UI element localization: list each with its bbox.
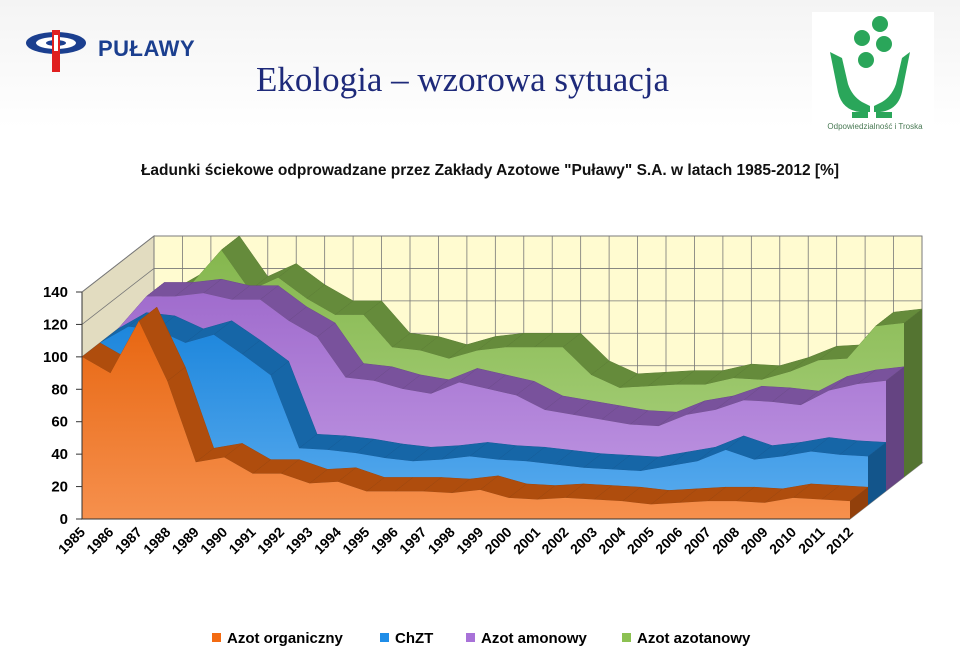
x-tick-label: 2005 — [624, 524, 657, 557]
y-tick-label: 40 — [51, 446, 68, 463]
legend: Azot organiczny ChZT Azot amonowy Azot azot… — [212, 630, 751, 647]
x-tick-label: 1995 — [339, 524, 372, 557]
x-tick-label: 1996 — [368, 524, 401, 557]
x-tick-label: 1998 — [425, 524, 458, 557]
chart: Ładunki ściekowe odprowadzane przez Zakł… — [43, 162, 924, 647]
x-tick-label: 2011 — [795, 524, 828, 557]
series-end-cap — [904, 308, 922, 477]
x-tick-label: 1994 — [311, 524, 344, 557]
x-tick-label: 2002 — [538, 524, 571, 557]
x-tick-label: 1991 — [225, 524, 258, 557]
legend-label-organic: Azot organiczny — [227, 630, 343, 647]
series-front-face — [82, 321, 850, 519]
x-tick-label: 2012 — [823, 524, 856, 557]
legend-swatch-amonowy — [466, 633, 475, 642]
y-tick-label: 80 — [51, 381, 68, 398]
header-band — [0, 0, 960, 128]
x-tick-label: 1993 — [282, 524, 315, 557]
responsible-care-caption: Odpowiedzialność i Troska — [827, 122, 923, 131]
x-tick-label: 2001 — [510, 524, 543, 557]
legend-label-chzt: ChZT — [395, 630, 433, 647]
brand-name: PUŁAWY — [98, 36, 196, 61]
chart-series — [81, 235, 923, 519]
logo-bar-gap-icon — [54, 35, 58, 51]
x-tick-label: 2000 — [481, 524, 514, 557]
x-axis: 1985198619871988198919901991199219931994… — [55, 518, 856, 557]
x-tick-label: 2004 — [595, 524, 628, 557]
rc-left-hand-icon — [830, 52, 870, 112]
y-tick-label: 120 — [43, 316, 68, 333]
rc-ball-4-icon — [858, 52, 874, 68]
series-end-cap — [886, 366, 904, 491]
rc-right-wrist-icon — [876, 112, 892, 118]
x-tick-label: 1988 — [140, 524, 173, 557]
x-tick-label: 1985 — [55, 524, 88, 557]
rc-ball-2-icon — [854, 30, 870, 46]
chart-title: Ładunki ściekowe odprowadzane przez Zakł… — [141, 162, 839, 179]
x-tick-label: 1989 — [169, 524, 202, 557]
legend-label-amonowy: Azot amonowy — [481, 630, 587, 647]
x-tick-label: 1997 — [396, 524, 429, 557]
x-tick-label: 2008 — [709, 524, 742, 557]
legend-swatch-chzt — [380, 633, 389, 642]
legend-swatch-azotanowy — [622, 633, 631, 642]
x-tick-label: 1987 — [112, 524, 145, 557]
x-tick-label: 2007 — [681, 524, 714, 557]
x-tick-label: 2009 — [737, 524, 770, 557]
x-tick-label: 2006 — [652, 524, 685, 557]
legend-label-azotanowy: Azot azotanowy — [637, 630, 751, 647]
x-tick-label: 2003 — [567, 524, 600, 557]
x-tick-label: 1992 — [254, 524, 287, 557]
rc-ball-1-icon — [872, 16, 888, 32]
slide-title: Ekologia – wzorowa sytuacja — [256, 60, 670, 99]
rc-right-hand-icon — [874, 52, 910, 112]
grid-side-line — [81, 268, 155, 325]
legend-swatch-organic — [212, 633, 221, 642]
y-axis: 0 20 40 60 80 100 120 140 — [43, 284, 83, 528]
y-tick-label: 0 — [60, 511, 68, 528]
y-tick-label: 100 — [43, 349, 68, 366]
rc-left-wrist-icon — [852, 112, 868, 118]
responsible-care-logo — [812, 12, 934, 137]
series-end-cap — [868, 442, 886, 505]
rc-ball-3-icon — [876, 36, 892, 52]
x-tick-label: 1990 — [197, 524, 230, 557]
grid-side-line — [81, 235, 155, 293]
x-tick-label: 1999 — [453, 524, 486, 557]
y-tick-label: 20 — [51, 479, 68, 496]
series-organic — [81, 306, 869, 519]
y-tick-label: 60 — [51, 414, 68, 431]
x-tick-label: 2010 — [766, 524, 799, 557]
x-tick-label: 1986 — [83, 524, 116, 557]
series-end-cap — [850, 487, 868, 519]
y-tick-label: 140 — [43, 284, 68, 301]
pulawy-logo — [26, 30, 86, 72]
